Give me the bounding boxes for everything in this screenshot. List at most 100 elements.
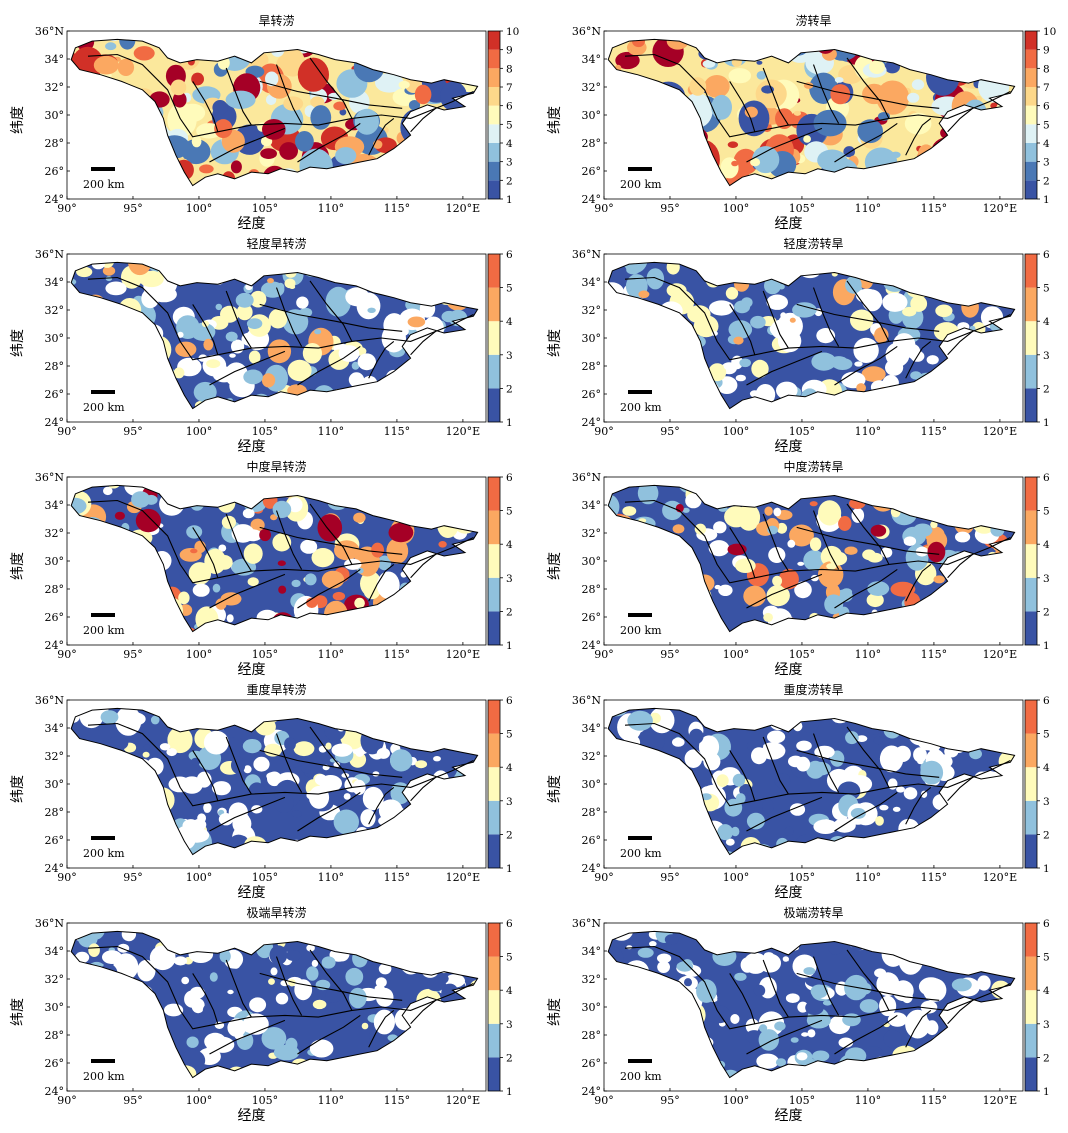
colorbar-tick-label: 4 xyxy=(506,762,513,774)
x-axis-title: 经度 xyxy=(238,1108,266,1124)
map-panel: 轻度旱转涝 90° 95° 100° 105° 110° 115° 120°E 36°N 34° 3… xyxy=(10,236,513,455)
colorbar-tick-label: 5 xyxy=(1043,729,1050,741)
colorbar-tick-label: 2 xyxy=(506,606,513,618)
x-tick-label: 110° xyxy=(855,648,882,661)
colorbar-tick-label: 6 xyxy=(1043,472,1050,484)
basin-fill xyxy=(71,39,478,186)
x-tick-label: 120°E xyxy=(983,425,1018,438)
y-tick-label: 24° xyxy=(45,1085,65,1098)
y-tick-label: 28° xyxy=(582,137,602,150)
scale-bar xyxy=(628,613,652,617)
x-tick-label: 90° xyxy=(594,1094,614,1107)
colorbar-tick-label: 1 xyxy=(506,640,513,652)
x-tick-label: 100° xyxy=(186,1094,213,1107)
scale-bar-label: 200 km xyxy=(83,624,125,637)
x-tick-label: 105° xyxy=(789,648,816,661)
y-tick-label: 32° xyxy=(582,973,602,986)
y-tick-label: 24° xyxy=(45,862,65,875)
colorbar-tick-label: 2 xyxy=(506,1052,513,1064)
x-tick-label: 95° xyxy=(123,871,143,884)
x-tick-label: 115° xyxy=(921,871,948,884)
colorbar: 1 2 3 4 5 6 xyxy=(487,695,513,875)
x-tick-label: 90° xyxy=(57,425,77,438)
colorbar: 1 2 3 4 5 6 xyxy=(487,249,513,429)
x-tick-label: 95° xyxy=(660,1094,680,1107)
map-panel: 重度旱转涝 90° 95° 100° 105° 110° 115° 120°E 36°N 34° 3… xyxy=(10,682,513,901)
x-tick-label: 110° xyxy=(318,871,345,884)
scale-bar-label: 200 km xyxy=(620,401,662,414)
x-tick-label: 100° xyxy=(186,202,213,215)
panel-title: 轻度涝转旱 xyxy=(783,236,843,251)
basin-outline xyxy=(607,38,1016,187)
scale-bar-label: 200 km xyxy=(620,847,662,860)
colorbar-tick-label: 6 xyxy=(506,918,513,930)
scale-bar-label: 200 km xyxy=(83,178,125,191)
colorbar-tick-label: 4 xyxy=(506,539,513,551)
colorbar-tick-label: 5 xyxy=(1043,506,1050,518)
x-tick-label: 115° xyxy=(384,648,411,661)
basin-outline xyxy=(607,484,1016,633)
x-tick-label: 105° xyxy=(252,648,279,661)
x-tick-label: 110° xyxy=(855,871,882,884)
colorbar-tick-label: 1 xyxy=(1043,417,1050,429)
basin-outline xyxy=(70,261,479,410)
y-tick-label: 24° xyxy=(582,862,602,875)
y-tick-label: 26° xyxy=(582,165,602,178)
colorbar-tick-label: 4 xyxy=(1043,762,1050,774)
y-tick-label: 30° xyxy=(45,778,65,791)
colorbar-tick-label: 6 xyxy=(1043,695,1050,707)
y-tick-label: 36°N xyxy=(572,248,601,261)
y-tick-label: 32° xyxy=(582,750,602,763)
colorbar-tick-label: 3 xyxy=(506,1019,513,1031)
colorbar-tick-label: 8 xyxy=(506,63,513,75)
y-tick-label: 24° xyxy=(582,416,602,429)
colorbar-tick-label: 6 xyxy=(1043,101,1050,113)
x-tick-label: 115° xyxy=(921,425,948,438)
scale-bar xyxy=(91,1059,115,1063)
x-tick-label: 110° xyxy=(855,1094,882,1107)
y-tick-label: 36°N xyxy=(35,694,64,707)
x-tick-label: 110° xyxy=(855,425,882,438)
colorbar-tick-label: 3 xyxy=(506,350,513,362)
panel-title: 极端旱转涝 xyxy=(246,905,306,920)
y-tick-label: 34° xyxy=(582,499,602,512)
y-tick-label: 34° xyxy=(45,53,65,66)
scale-bar-label: 200 km xyxy=(620,1070,662,1083)
scale-bar-label: 200 km xyxy=(620,624,662,637)
colorbar: 1 2 3 4 5 6 xyxy=(1024,918,1050,1098)
x-tick-label: 100° xyxy=(186,648,213,661)
x-axis-title: 经度 xyxy=(775,885,803,901)
x-tick-label: 115° xyxy=(921,1094,948,1107)
x-tick-label: 115° xyxy=(384,202,411,215)
x-tick-label: 95° xyxy=(123,1094,143,1107)
y-tick-label: 32° xyxy=(45,81,65,94)
colorbar-tick-label: 2 xyxy=(1043,1052,1050,1064)
y-tick-label: 24° xyxy=(45,416,65,429)
y-tick-label: 30° xyxy=(45,1001,65,1014)
x-tick-label: 115° xyxy=(921,202,948,215)
colorbar-tick-label: 1 xyxy=(506,863,513,875)
colorbar-tick-label: 6 xyxy=(1043,918,1050,930)
y-tick-label: 36°N xyxy=(572,25,601,38)
x-tick-label: 90° xyxy=(594,648,614,661)
panel-title: 旱转涝 xyxy=(258,13,294,28)
scale-bar xyxy=(628,836,652,840)
colorbar-tick-label: 6 xyxy=(1043,249,1050,261)
panel-title: 重度涝转旱 xyxy=(783,682,843,697)
colorbar-tick-label: 7 xyxy=(506,82,513,94)
basin-outline xyxy=(607,707,1016,856)
colorbar-tick-label: 4 xyxy=(1043,138,1050,150)
x-tick-label: 90° xyxy=(57,1094,77,1107)
y-tick-label: 28° xyxy=(45,583,65,596)
colorbar-tick-label: 1 xyxy=(1043,863,1050,875)
river-network xyxy=(87,945,474,1055)
x-tick-label: 105° xyxy=(252,871,279,884)
panel-title: 中度旱转涝 xyxy=(246,459,306,474)
y-axis-title: 纬度 xyxy=(10,552,26,580)
colorbar-tick-label: 9 xyxy=(1043,45,1050,57)
y-tick-label: 24° xyxy=(582,1085,602,1098)
y-tick-label: 30° xyxy=(582,109,602,122)
colorbar-tick-label: 5 xyxy=(506,729,513,741)
y-axis-title: 纬度 xyxy=(547,998,563,1026)
